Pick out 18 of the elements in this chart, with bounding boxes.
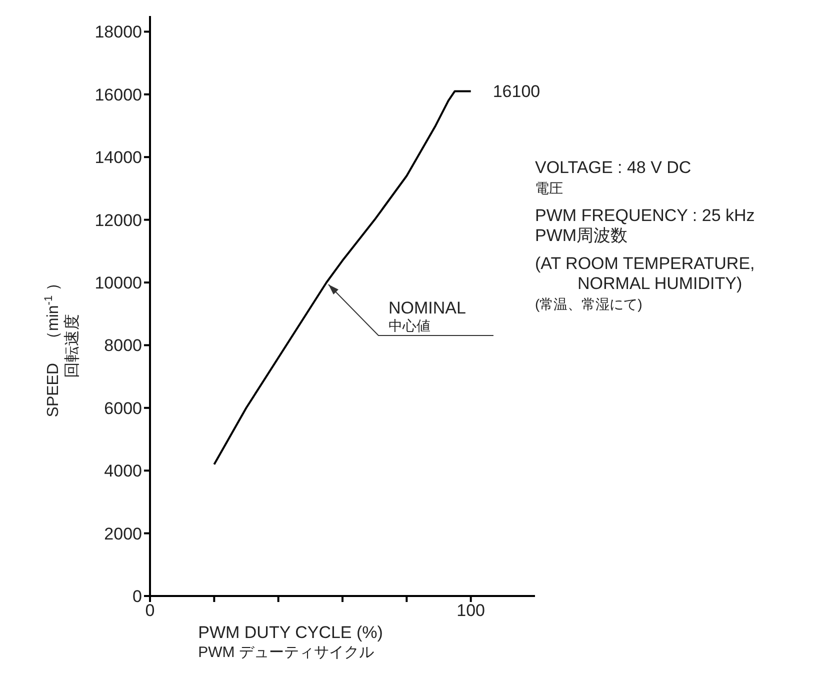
annotation: 16100 xyxy=(492,82,540,102)
x-tick-label: 100 xyxy=(456,601,486,620)
y-tick-label: 14000 xyxy=(94,148,142,168)
y-tick-label: 8000 xyxy=(104,336,142,356)
line-series xyxy=(213,90,472,466)
y-tick-label: 4000 xyxy=(104,462,142,481)
annotation: NOMINAL 中心値 xyxy=(388,298,466,334)
y-tick-label: 2000 xyxy=(104,524,142,544)
y-tick-label: 12000 xyxy=(94,210,142,230)
x-axis-title: PWM DUTY CYCLE (%) PWM デューティサイクル xyxy=(198,623,383,661)
annotation: PWM FREQUENCY : 25 kHz PWM周波数 xyxy=(535,206,755,245)
y-tick-label: 16000 xyxy=(94,85,142,104)
y-tick-label: 10000 xyxy=(94,274,142,293)
annotation: VOLTAGE : 48 V DC 電圧 xyxy=(535,158,692,196)
y-tick-label: 0 xyxy=(132,587,142,606)
annotation: (AT ROOM TEMPERATURE, NORMAL HUMIDITY) (常温、常湿にて) xyxy=(535,254,755,312)
y-tick-label: 6000 xyxy=(104,398,142,418)
y-tick-label: 18000 xyxy=(94,22,142,42)
